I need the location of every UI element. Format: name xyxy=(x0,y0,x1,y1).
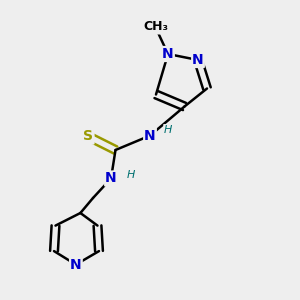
Text: N: N xyxy=(105,172,117,185)
Text: N: N xyxy=(192,53,204,67)
Text: N: N xyxy=(70,258,82,272)
Text: H: H xyxy=(164,124,172,135)
Text: CH₃: CH₃ xyxy=(143,20,168,34)
Text: N: N xyxy=(144,129,156,142)
Text: S: S xyxy=(83,130,94,143)
Text: H: H xyxy=(126,170,135,180)
Text: N: N xyxy=(162,47,174,61)
